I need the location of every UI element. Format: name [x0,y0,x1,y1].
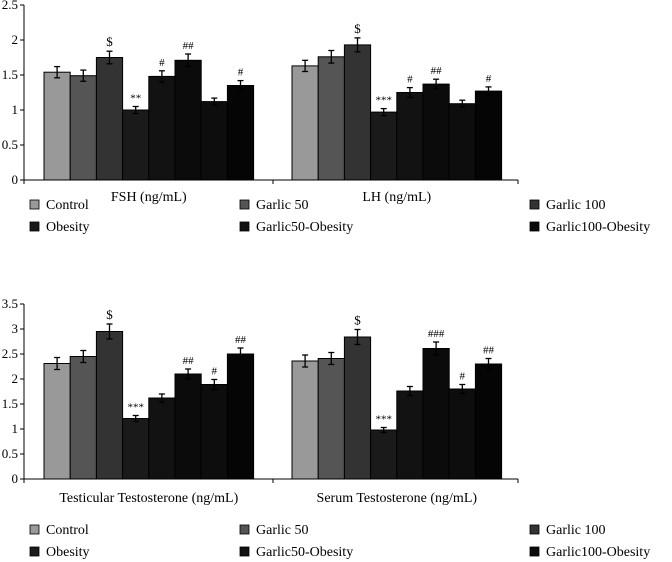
legend-swatch [29,546,40,557]
bar [69,75,97,181]
y-tick-label: 3 [12,321,19,336]
bar [317,358,345,480]
y-tick-label: 0 [12,172,19,187]
x-category-label: Serum Testosterone (ng/mL) [317,491,478,506]
bar [226,85,255,181]
significance-label: *** [375,414,392,426]
bar [422,348,450,480]
significance-label: *** [127,402,144,414]
legend-swatch [239,199,250,210]
significance-label: ## [183,40,195,52]
significance-label: ## [235,334,247,346]
significance-label: ## [183,355,195,367]
significance-label: # [460,371,466,383]
bar [448,103,476,181]
legend-swatch [29,524,40,535]
legend-swatch [529,221,540,232]
legend-swatch [529,524,540,535]
legend-label: Obesity [46,220,90,235]
y-tick-label: 0 [12,471,19,486]
bar [396,390,424,480]
bar [474,363,503,480]
bar [95,331,124,480]
bar [69,356,97,480]
bar [370,111,398,181]
legend-swatch [29,199,40,210]
legend-label: Control [46,523,89,538]
bar [174,59,202,181]
legend-swatch [529,546,540,557]
y-tick-label: 2.5 [2,346,18,361]
legend-label: Garlic 100 [546,523,605,538]
significance-label: *** [375,95,392,107]
x-category-label: LH (ng/mL) [362,190,431,205]
significance-label: ** [130,93,141,105]
significance-label: # [486,73,492,85]
bar [291,65,319,181]
y-tick-label: 3.5 [2,296,18,311]
x-category-label: FSH (ng/mL) [111,190,187,205]
bar [200,101,228,181]
y-tick-label: 0.5 [2,446,18,461]
significance-label: ## [483,345,495,357]
legend-label: Garlic 50 [256,198,308,213]
significance-label: # [212,366,218,378]
chart-panel-2: 00.511.522.533.5$***#####Testicular Test… [2,296,650,560]
significance-label: $ [106,307,113,322]
legend-label: Garlic50-Obesity [256,545,353,560]
bar [148,75,176,181]
significance-label: ## [431,65,443,77]
bar [396,92,424,181]
bar [122,418,150,480]
bar [43,363,71,480]
significance-label: # [238,67,244,79]
legend-swatch [239,546,250,557]
bar [226,353,255,480]
legend-label: Garlic100-Obesity [546,545,650,560]
legend-label: Garlic50-Obesity [256,220,353,235]
legend-label: Obesity [46,545,90,560]
bar [43,71,71,181]
bar [343,336,372,480]
bar [474,90,503,181]
y-tick-label: 0.5 [2,137,18,152]
chart-panel-1: 00.511.522.5$**####FSH (ng/mL)$***####LH… [2,0,650,235]
y-tick-label: 1.5 [2,396,18,411]
x-category-label: Testicular Testosterone (ng/mL) [59,491,238,506]
significance-label: $ [354,313,361,328]
y-tick-label: 1 [12,421,19,436]
legend-swatch [239,524,250,535]
legend-label: Garlic 100 [546,198,605,213]
bar [148,397,176,480]
significance-label: ### [428,328,445,340]
bar [200,384,228,480]
bar [370,429,398,480]
y-tick-label: 2.5 [2,0,18,12]
bar [122,109,150,181]
significance-label: $ [106,34,113,49]
significance-label: # [407,74,413,86]
significance-label: # [159,57,165,69]
bar [174,373,202,480]
legend-swatch [529,199,540,210]
legend-swatch [29,221,40,232]
legend-swatch [239,221,250,232]
legend-label: Control [46,198,89,213]
bar [448,388,476,480]
bar [95,57,124,181]
y-tick-label: 2 [12,371,19,386]
y-tick-label: 2 [12,32,19,47]
bar [343,44,372,181]
bar [422,83,450,181]
significance-label: $ [354,21,361,36]
y-tick-label: 1 [12,102,19,117]
y-tick-label: 1.5 [2,67,18,82]
bar [291,360,319,480]
bar [317,56,345,181]
legend-label: Garlic100-Obesity [546,220,650,235]
legend-label: Garlic 50 [256,523,308,538]
